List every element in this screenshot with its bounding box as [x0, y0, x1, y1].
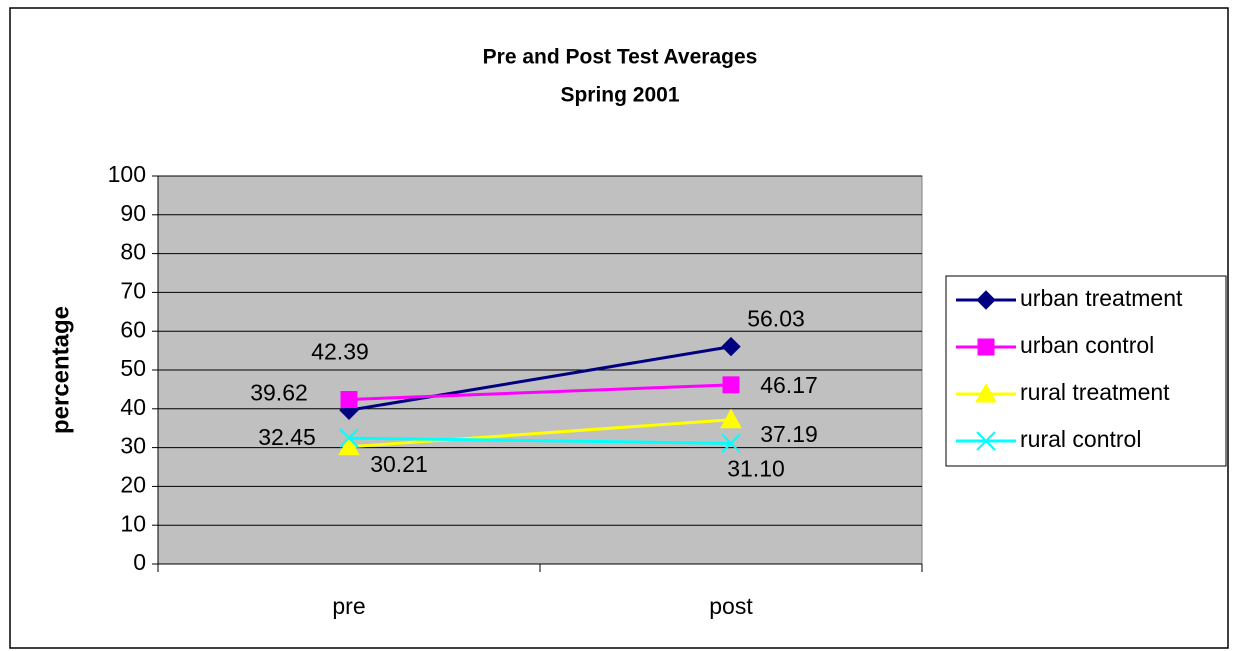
legend-label: rural control: [1020, 426, 1141, 452]
marker: [338, 435, 360, 456]
data-label: 37.19: [760, 421, 818, 447]
legend-marker: [977, 338, 995, 356]
data-label: 39.62: [250, 379, 308, 405]
y-tick-label: 10: [120, 510, 146, 536]
y-tick-label: 100: [108, 161, 146, 187]
data-label: 42.39: [311, 339, 369, 365]
y-tick-label: 40: [120, 394, 146, 420]
legend-marker: [976, 431, 996, 451]
legend-marker: [975, 382, 997, 403]
legend-label: urban treatment: [1020, 285, 1183, 311]
data-label: 31.10: [727, 455, 785, 481]
chart-subtitle: Spring 2001: [560, 84, 679, 107]
y-tick-label: 30: [120, 433, 146, 459]
legend-label: rural treatment: [1020, 379, 1170, 405]
marker: [720, 408, 742, 429]
y-axis-label: percentage: [47, 306, 74, 434]
legend-label: urban control: [1020, 332, 1154, 358]
marker: [721, 433, 741, 454]
series-line: [348, 345, 732, 412]
x-tick-label: post: [709, 593, 753, 619]
data-label: 30.21: [370, 451, 428, 477]
marker: [721, 336, 741, 357]
marker: [340, 391, 358, 409]
series-line: [348, 383, 732, 402]
data-label: 56.03: [747, 306, 805, 332]
legend-marker: [976, 290, 996, 310]
series-line: [348, 418, 732, 449]
x-tick-label: pre: [332, 593, 365, 619]
marker: [339, 428, 359, 448]
series-line: [348, 436, 732, 445]
y-tick-label: 70: [120, 277, 146, 303]
data-label: 32.45: [258, 424, 316, 450]
data-label: 46.17: [760, 372, 818, 398]
y-tick-label: 60: [120, 316, 146, 342]
y-tick-label: 90: [120, 200, 146, 226]
chart-title: Pre and Post Test Averages: [483, 46, 758, 69]
y-tick-label: 50: [120, 355, 146, 381]
y-tick-label: 80: [120, 239, 146, 265]
marker: [722, 376, 740, 394]
y-tick-label: 0: [133, 549, 146, 575]
y-tick-label: 20: [120, 471, 146, 497]
